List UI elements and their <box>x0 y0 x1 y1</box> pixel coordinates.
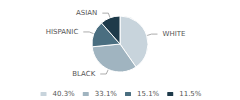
svg-text:11.5%: 11.5% <box>179 90 202 98</box>
svg-text:WHITE: WHITE <box>162 30 185 38</box>
svg-text:40.3%: 40.3% <box>53 90 76 98</box>
svg-text:BLACK: BLACK <box>72 70 95 78</box>
svg-text:ASIAN: ASIAN <box>76 9 97 17</box>
svg-text:15.1%: 15.1% <box>137 90 160 98</box>
svg-text:33.1%: 33.1% <box>95 90 118 98</box>
svg-text:HISPANIC: HISPANIC <box>46 28 79 36</box>
